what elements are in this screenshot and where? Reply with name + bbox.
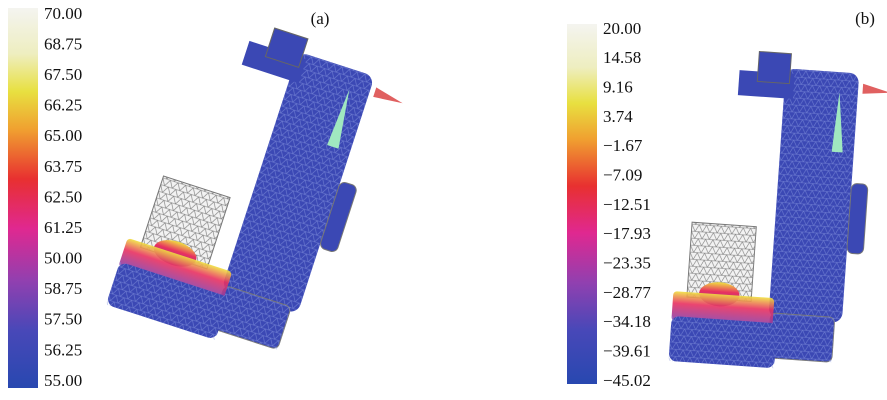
colorbar-label: −17.93	[603, 224, 651, 243]
colorbar-label: 70.00	[44, 4, 82, 23]
colorbar-label: 62.50	[44, 187, 82, 206]
colorbar-label: 55.00	[44, 371, 82, 390]
colorbar	[567, 24, 597, 384]
colorbar-label: 63.75	[44, 157, 82, 176]
fem-model	[669, 47, 887, 375]
colorbar-label: 66.25	[44, 96, 82, 115]
colorbar-label: −23.35	[603, 254, 651, 273]
colorbar-label: −12.51	[603, 195, 651, 214]
colorbar-label: 20.00	[603, 19, 641, 38]
colorbar-label: −28.77	[603, 283, 651, 302]
colorbar-label: −45.02	[603, 371, 651, 390]
colorbar-label: 57.50	[44, 310, 82, 329]
colorbar-label: 68.75	[44, 34, 82, 53]
colorbar	[8, 8, 38, 388]
figure-canvas: (a) 70.00 68.75 67.50 66.25 65.00 63.75 62.50 61…	[0, 0, 887, 400]
colorbar-label: −7.09	[603, 166, 642, 185]
colorbar-label: 3.74	[603, 107, 633, 126]
fem-model	[106, 5, 413, 373]
panel-label: (a)	[311, 9, 330, 28]
colorbar-label: 50.00	[44, 249, 82, 268]
colorbar-label: −39.61	[603, 342, 651, 361]
panel-label: (b)	[855, 9, 875, 28]
colorbar-label: 9.16	[603, 78, 633, 97]
colorbar-label: 61.25	[44, 218, 82, 237]
colorbar-label: 56.25	[44, 340, 82, 359]
colorbar-label: 58.75	[44, 279, 82, 298]
colorbar-label: 14.58	[603, 48, 641, 67]
figure: (a) 70.00 68.75 67.50 66.25 65.00 63.75 62.50 61…	[0, 0, 887, 400]
colorbar-label: −34.18	[603, 312, 651, 331]
colorbar-label: 67.50	[44, 65, 82, 84]
colorbar-label: −1.67	[603, 136, 643, 155]
colorbar-label: 65.00	[44, 126, 82, 145]
